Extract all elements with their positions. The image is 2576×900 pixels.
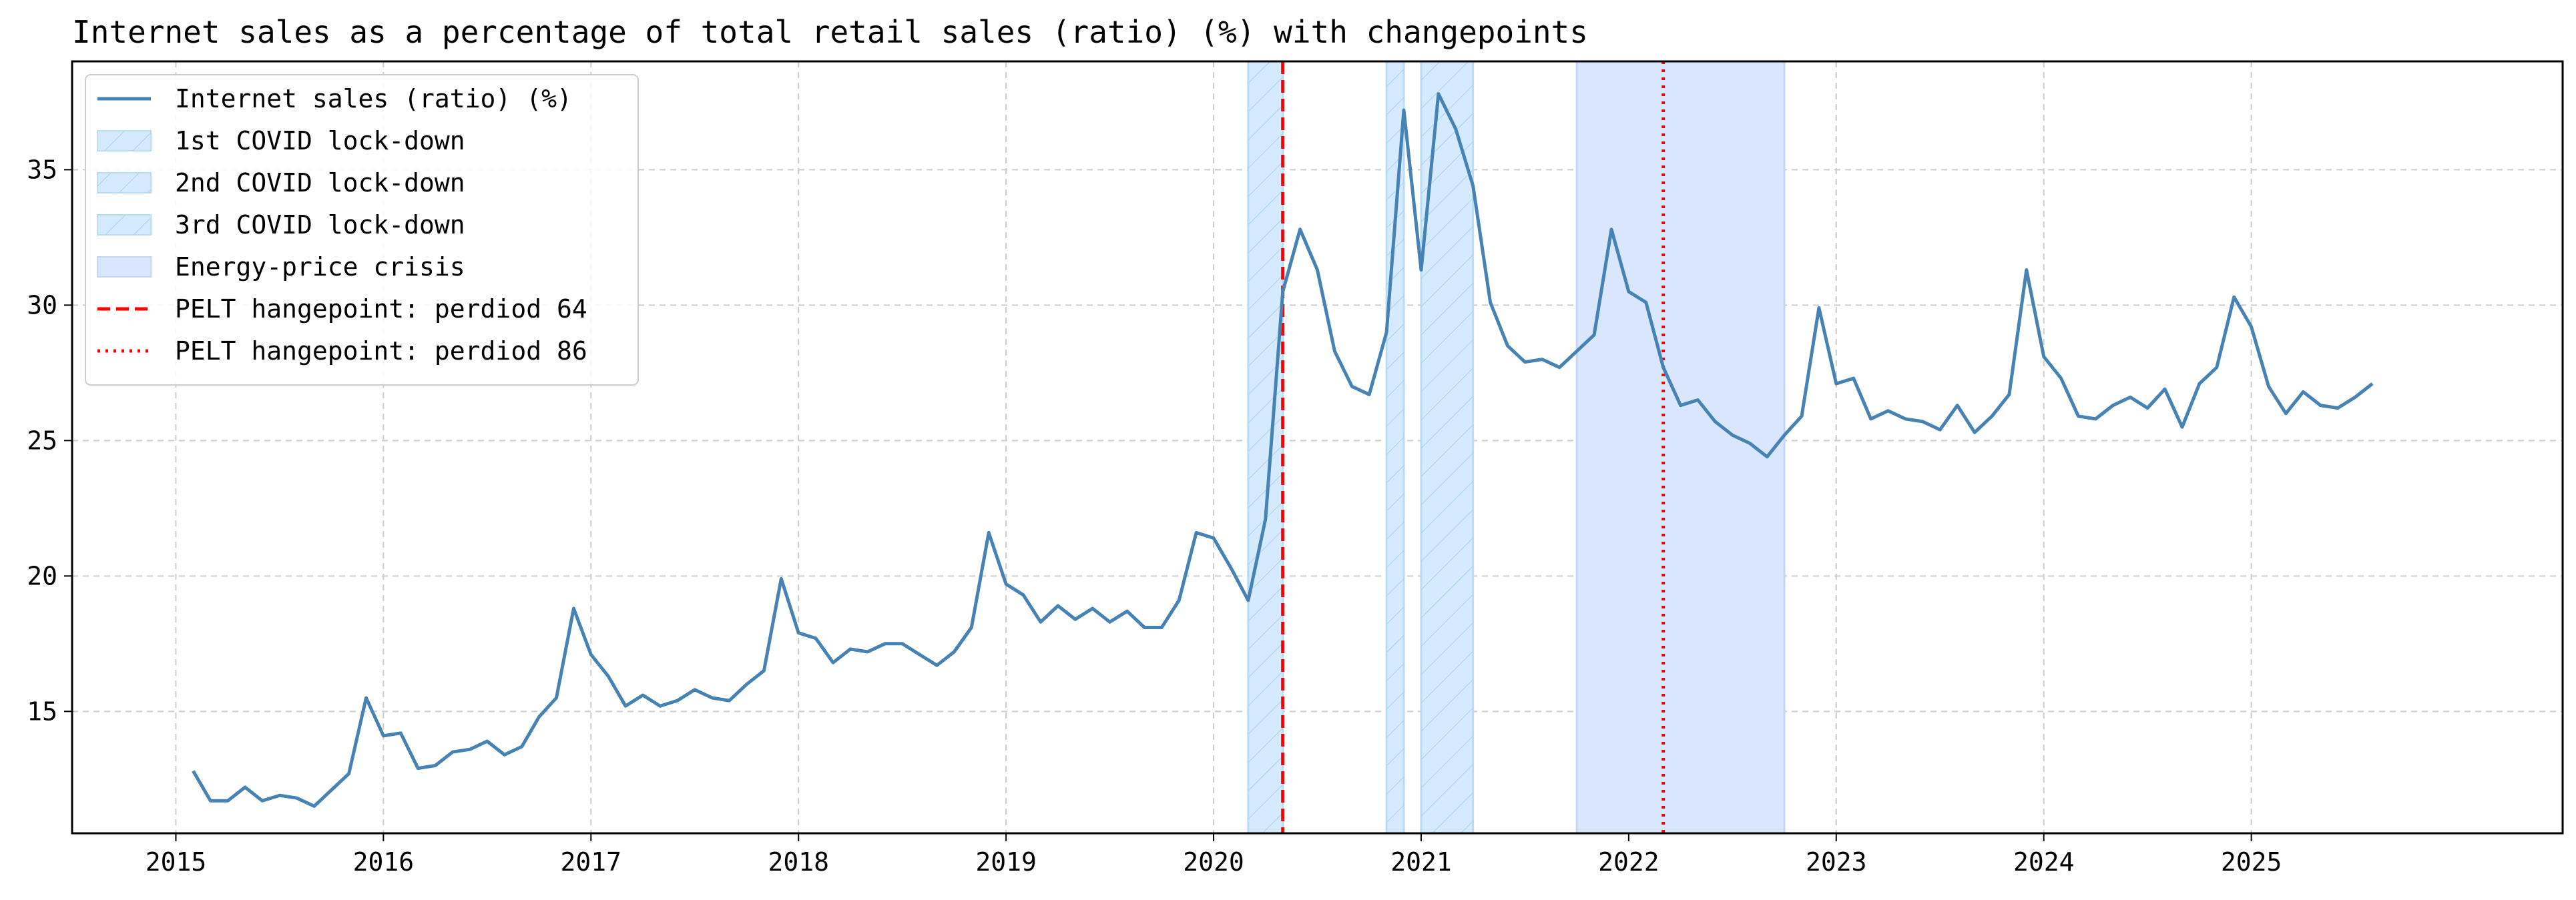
shaded-period-hatch — [1248, 61, 1283, 833]
x-tick-label: 2023 — [1806, 847, 1867, 877]
series-line — [192, 92, 2374, 808]
plot-frame — [71, 60, 2564, 835]
legend-swatch — [97, 256, 152, 278]
x-tick-label: 2022 — [1598, 847, 1659, 877]
y-tick-label: 25 — [27, 426, 57, 455]
x-tick-label: 2016 — [353, 847, 415, 877]
y-tick-label: 35 — [27, 155, 57, 184]
chart-title: Internet sales as a percentage of total … — [72, 14, 1588, 50]
legend-label: PELT hangepoint: perdiod 86 — [175, 336, 587, 366]
x-tick-label: 2018 — [768, 847, 829, 877]
x-tick-label: 2019 — [975, 847, 1037, 877]
legend: Internet sales (ratio) (%) 1st COVID lock… — [85, 74, 639, 386]
y-tick-label: 20 — [27, 561, 57, 590]
series-lines — [192, 92, 2374, 808]
legend-label: 1st COVID lock-down — [175, 126, 465, 155]
grid — [72, 61, 2563, 833]
legend-label: 2nd COVID lock-down — [175, 168, 465, 197]
legend-label: PELT hangepoint: perdiod 64 — [175, 294, 587, 324]
legend-label: Internet sales (ratio) (%) — [175, 84, 572, 113]
x-tick-label: 2015 — [146, 847, 207, 877]
shaded-periods — [1247, 61, 1786, 833]
legend-box — [85, 74, 639, 386]
x-tick-label: 2017 — [561, 847, 622, 877]
changepoint-lines — [1281, 61, 1665, 833]
legend-swatch-hatch — [97, 131, 151, 151]
shaded-period-hatch — [1386, 61, 1404, 833]
x-axis: 2015 2016 2017 2018 2019 2020 2021 2022 2023 2024… — [146, 833, 2282, 877]
x-tick-label: 2024 — [2013, 847, 2075, 877]
y-axis: 15 20 25 30 35 — [27, 155, 72, 726]
y-tick-label: 30 — [27, 290, 57, 320]
y-tick-label: 15 — [27, 697, 57, 726]
x-tick-label: 2025 — [2221, 847, 2282, 877]
legend-label: 3rd COVID lock-down — [175, 210, 465, 240]
legend-swatch-hatch — [97, 173, 151, 193]
legend-swatch-hatch — [97, 215, 151, 235]
x-tick-label: 2021 — [1390, 847, 1452, 877]
legend-label: Energy-price crisis — [175, 252, 465, 282]
x-tick-label: 2020 — [1183, 847, 1244, 877]
shaded-period — [1575, 61, 1786, 833]
